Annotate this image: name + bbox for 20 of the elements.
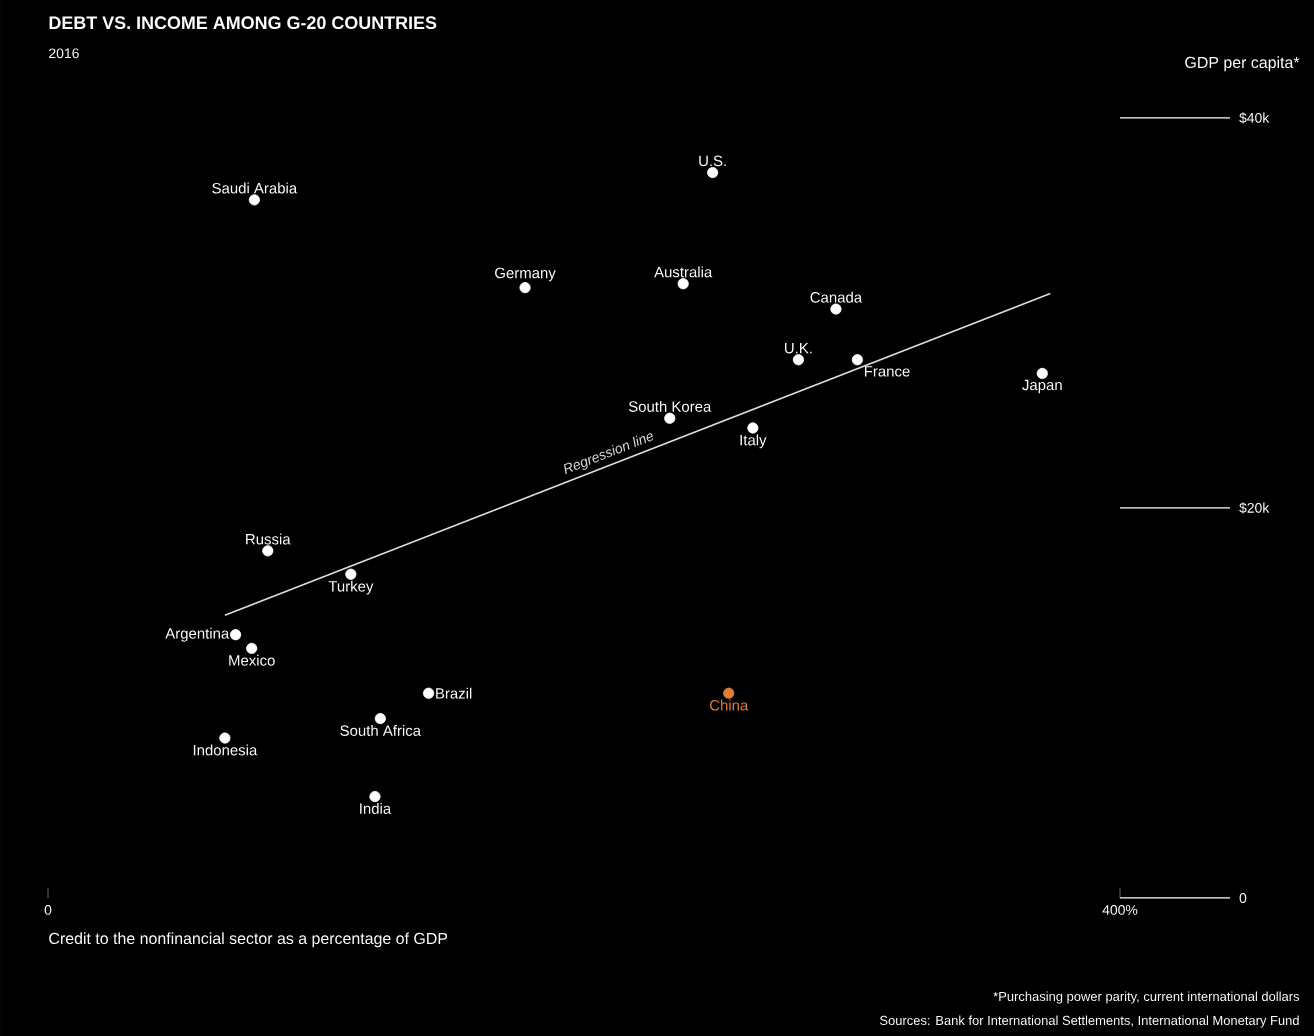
point	[1036, 367, 1048, 379]
point	[230, 629, 242, 641]
point	[723, 687, 735, 699]
point	[262, 545, 274, 557]
point	[248, 194, 260, 206]
point	[664, 412, 676, 424]
point	[369, 790, 381, 803]
point	[219, 732, 231, 744]
point	[707, 166, 719, 179]
chart-title: DEBT VS. INCOME AMONG G-20 COUNTRIES	[49, 16, 437, 30]
point	[792, 354, 804, 366]
point	[519, 282, 531, 294]
point	[830, 303, 842, 315]
point	[747, 422, 759, 434]
point	[345, 568, 357, 580]
point	[677, 278, 689, 290]
point	[851, 354, 863, 366]
point	[423, 687, 435, 699]
point	[246, 642, 258, 654]
point	[374, 712, 386, 725]
